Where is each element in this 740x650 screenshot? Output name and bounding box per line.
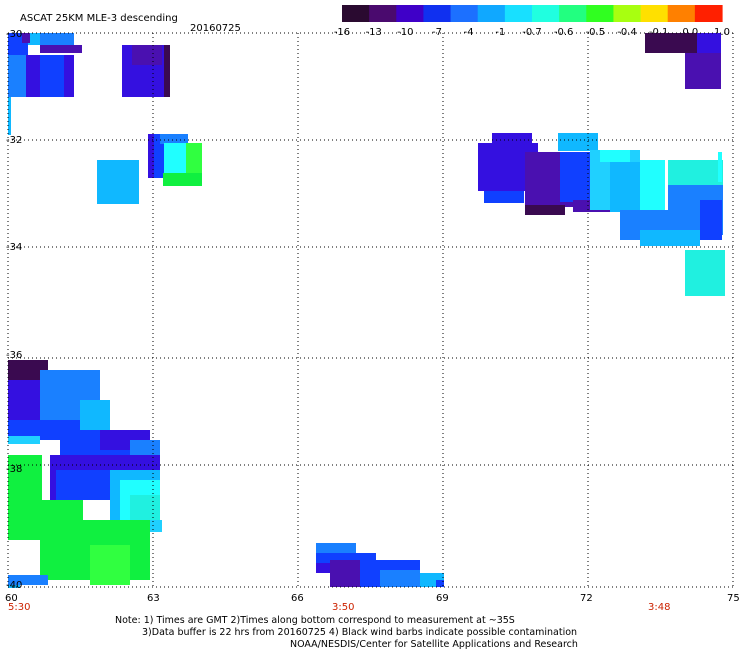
wind-cell xyxy=(700,200,722,240)
wind-cell xyxy=(640,160,665,210)
wind-cell xyxy=(8,436,40,444)
wind-cell xyxy=(484,191,524,203)
lon-labels: 60 63 66 69 72 75 xyxy=(5,593,740,604)
map-date: 20160725 xyxy=(190,23,241,34)
colorbar-swatch xyxy=(369,5,397,22)
wind-cell xyxy=(90,545,130,585)
time-label: 5:30 xyxy=(8,602,30,613)
wind-cell xyxy=(8,97,11,135)
wind-cell xyxy=(40,45,82,53)
wind-cell xyxy=(22,33,30,43)
wind-cell xyxy=(130,495,160,520)
colorbar-label: -13 xyxy=(365,27,381,38)
wind-cell xyxy=(160,134,188,144)
colorbar xyxy=(342,5,723,22)
colorbar-label: 0.0 xyxy=(682,27,698,38)
wind-cell xyxy=(316,553,376,563)
wind-cell xyxy=(186,143,202,173)
colorbar-label: -16 xyxy=(334,27,350,38)
colorbar-swatch xyxy=(559,5,587,22)
lon-label: 69 xyxy=(436,593,449,604)
lat-lon-grid xyxy=(7,32,734,588)
colorbar-swatch xyxy=(504,5,533,22)
lat-label: -36 xyxy=(6,350,22,361)
wind-cell xyxy=(8,455,42,505)
lon-label: 66 xyxy=(291,593,304,604)
footer-note-3: NOAA/NESDIS/Center for Satellite Applica… xyxy=(290,639,578,650)
lat-label: -32 xyxy=(6,135,22,146)
colorbar-label: -0.1 xyxy=(649,27,669,38)
wind-cell xyxy=(558,133,598,151)
colorbar-label: -0.5 xyxy=(586,27,606,38)
wind-cell xyxy=(610,162,640,212)
time-labels: 5:30 3:50 3:48 xyxy=(8,602,670,613)
wind-cell xyxy=(150,520,162,532)
footer-note-1: Note: 1) Times are GMT 2)Times along bot… xyxy=(115,615,515,626)
wind-cell xyxy=(640,230,700,246)
map-title: ASCAT 25KM MLE-3 descending xyxy=(20,13,178,24)
wind-cell xyxy=(163,173,202,186)
wind-cell xyxy=(685,250,725,296)
wind-cell xyxy=(316,543,356,553)
colorbar-swatch xyxy=(667,5,696,22)
lat-label: -38 xyxy=(6,464,22,475)
wind-cell xyxy=(64,55,74,97)
colorbar-swatch xyxy=(450,5,479,22)
colorbar-swatch xyxy=(613,5,642,22)
lat-label: -30 xyxy=(6,29,22,40)
wind-cell xyxy=(718,152,722,182)
lon-label: 72 xyxy=(580,593,593,604)
wind-cell xyxy=(668,160,723,185)
wind-cell xyxy=(8,55,26,97)
colorbar-swatch xyxy=(423,5,452,22)
colorbar-swatch xyxy=(396,5,425,22)
colorbar-label: 1.0 xyxy=(714,27,730,38)
wind-cell xyxy=(28,33,40,45)
colorbar-swatch xyxy=(532,5,560,22)
lat-labels: -30 -32 -34 -36 -38 -40 xyxy=(6,29,22,591)
wind-cell xyxy=(8,585,20,588)
wind-cell xyxy=(560,152,590,202)
wind-cell xyxy=(26,55,40,97)
wind-cell xyxy=(436,580,444,587)
colorbar-swatch xyxy=(342,5,370,22)
colorbar-label: -0.4 xyxy=(617,27,637,38)
time-label: 3:50 xyxy=(332,602,354,613)
wind-cell xyxy=(132,45,162,65)
wind-cell xyxy=(56,470,116,500)
wind-cell xyxy=(164,143,186,173)
wind-cell xyxy=(492,133,532,145)
wind-cell xyxy=(8,575,48,585)
lon-label: 63 xyxy=(147,593,160,604)
colorbar-swatch xyxy=(640,5,669,22)
colorbar-label: -10 xyxy=(397,27,413,38)
colorbar-swatch xyxy=(694,5,723,22)
wind-cell xyxy=(697,33,721,53)
wind-cells xyxy=(8,33,725,588)
time-label: 3:48 xyxy=(648,602,670,613)
lat-label: -34 xyxy=(6,242,22,253)
wind-cell xyxy=(525,205,565,215)
colorbar-swatch xyxy=(586,5,615,22)
lon-label: 60 xyxy=(5,593,18,604)
wind-cell xyxy=(164,45,170,97)
wind-cell xyxy=(97,160,139,204)
wind-cell xyxy=(600,150,630,162)
lat-label: -40 xyxy=(6,580,22,591)
wind-cell xyxy=(40,33,74,45)
colorbar-swatch xyxy=(477,5,506,22)
lon-label: 75 xyxy=(727,593,740,604)
colorbar-label: -0.6 xyxy=(554,27,574,38)
footer-note-2: 3)Data buffer is 22 hrs from 20160725 4)… xyxy=(142,627,578,638)
wind-cell xyxy=(148,134,154,178)
wind-cell xyxy=(685,53,721,89)
wind-cell xyxy=(380,570,420,587)
wind-cell xyxy=(80,400,110,430)
